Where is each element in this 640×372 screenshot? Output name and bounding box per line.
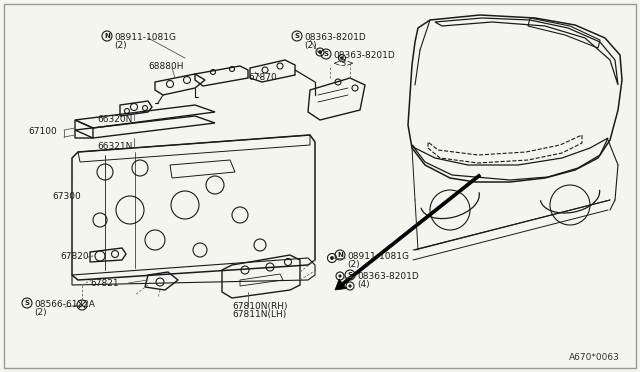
Text: 66321N: 66321N [97, 142, 132, 151]
Text: 08566-6122A: 08566-6122A [34, 300, 95, 309]
Text: S: S [294, 33, 300, 39]
Text: (2): (2) [347, 260, 360, 269]
Text: <3>: <3> [333, 59, 354, 68]
Text: 67100: 67100 [28, 127, 57, 136]
Text: S: S [323, 51, 328, 57]
Text: 08363-8201D: 08363-8201D [357, 272, 419, 281]
Text: 67870: 67870 [248, 73, 276, 82]
Text: 67820: 67820 [60, 252, 88, 261]
Text: 68880H: 68880H [148, 62, 184, 71]
Circle shape [330, 257, 333, 260]
Text: 08363-8201D: 08363-8201D [304, 33, 365, 42]
Text: (2): (2) [34, 308, 47, 317]
Text: S: S [24, 300, 29, 306]
Text: (2): (2) [114, 41, 127, 50]
Text: 66320N: 66320N [97, 115, 132, 124]
Text: 08911-1081G: 08911-1081G [114, 33, 176, 42]
Circle shape [341, 57, 343, 59]
Text: 67300: 67300 [52, 192, 81, 201]
Circle shape [339, 275, 341, 277]
Text: 08363-8201D: 08363-8201D [333, 51, 395, 60]
Text: (2): (2) [304, 41, 317, 50]
Text: 08911-1081G: 08911-1081G [347, 252, 409, 261]
Text: (4): (4) [357, 280, 370, 289]
Text: 67821: 67821 [90, 279, 118, 288]
Text: N: N [337, 252, 343, 258]
FancyArrow shape [335, 174, 481, 290]
Circle shape [349, 285, 351, 287]
Text: A670*0063: A670*0063 [569, 353, 620, 362]
Text: 67811N(LH): 67811N(LH) [232, 310, 286, 319]
Circle shape [319, 51, 321, 54]
Text: S: S [348, 272, 353, 278]
Text: N: N [104, 33, 110, 39]
Text: 67810N(RH): 67810N(RH) [232, 302, 287, 311]
